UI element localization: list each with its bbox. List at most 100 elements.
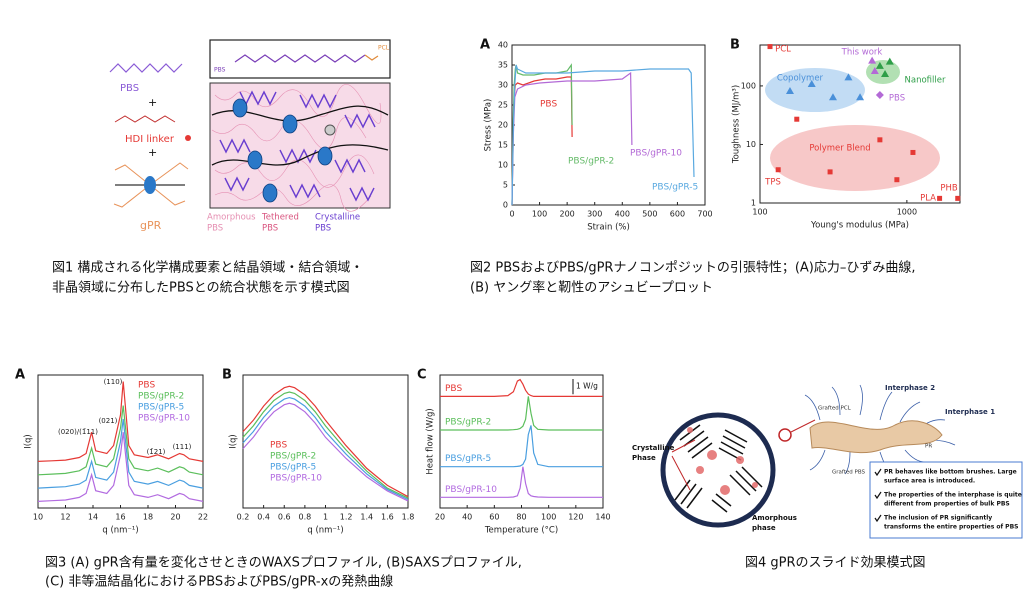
series-label: PBS/gPR-2 — [568, 157, 614, 167]
label: Amorphous — [207, 213, 256, 223]
x-tick-label: 18 — [143, 513, 153, 522]
series-label: PBS/gPR-10 — [445, 485, 497, 495]
hdi-chain — [114, 115, 176, 123]
label: surface area is introduced. — [884, 478, 975, 485]
pcl-end — [364, 54, 379, 61]
y-tick-label: 10 — [498, 161, 508, 170]
x-tick-label: 14 — [88, 513, 98, 522]
point — [875, 61, 884, 69]
chart: A 0 100 200 300 400 500 600 700 0 5 10 15 20 25 30 35 40 S… — [480, 38, 713, 233]
x-tick-label: 600 — [670, 210, 685, 219]
x-tick-label: 100 — [752, 208, 767, 217]
x-tick-label: 80 — [516, 513, 526, 522]
x-tick-label: 700 — [697, 210, 712, 219]
pointer — [671, 455, 691, 491]
check-icon — [874, 514, 882, 523]
monomer-chain — [234, 54, 366, 63]
caption: 図1 構成される化学構成要素と結晶領域・結合領域・ — [52, 260, 363, 276]
label: transforms the entire properties of PBS — [884, 524, 1018, 531]
x-tick-label: 1.2 — [340, 513, 353, 522]
label: The properties of the interphase is quit… — [884, 492, 1022, 499]
point — [856, 93, 865, 101]
peak-label: (020)/(1̄11) — [58, 428, 98, 436]
series-line — [37, 381, 204, 462]
label: PR — [925, 444, 932, 450]
x-tick-label: 0.4 — [257, 513, 270, 522]
y-tick-label: 40 — [498, 41, 508, 50]
point — [937, 195, 943, 201]
point — [785, 86, 794, 94]
label: PBS — [214, 67, 226, 74]
check-icon — [874, 491, 882, 500]
x-axis-label: q (nm⁻¹) — [307, 526, 343, 536]
label: The inclusion of PR significantly — [884, 515, 992, 522]
label: Phase — [632, 454, 656, 462]
x-axis-label: Strain (%) — [587, 223, 630, 233]
series-label: PBS — [138, 381, 155, 391]
x-tick-label: 1.6 — [381, 513, 394, 522]
series-label: Polymer Blend — [809, 144, 870, 154]
label: PR behaves like bottom brushes. Large — [884, 469, 1017, 476]
panel-label: C — [417, 368, 427, 383]
series-line — [242, 391, 409, 499]
hdi-dot — [185, 135, 191, 141]
x-tick-label: 1000 — [897, 208, 917, 217]
chart: B 100 1000 1 10 100 Young's modulus (MPa) Tough… — [730, 38, 961, 231]
point — [910, 149, 916, 155]
series-line — [242, 385, 409, 498]
series-label: PCL — [775, 45, 791, 55]
series-label: PBS — [445, 384, 462, 394]
x-tick-label: 1 — [323, 513, 328, 522]
x-tick-label: 22 — [198, 513, 208, 522]
caption: 図3 (A) gPR含有量を変化させときのWAXSプロファイル, (B)SAXS… — [45, 555, 522, 571]
label: Grafted PBS — [832, 470, 866, 476]
panel-label: A — [15, 368, 25, 383]
plot-frame — [759, 44, 961, 204]
x-tick-label: 0 — [509, 210, 514, 219]
point — [828, 93, 837, 101]
x-tick-label: 20 — [170, 513, 180, 522]
x-tick-label: 100 — [532, 210, 547, 219]
series-line — [511, 63, 573, 206]
peak-label: (1̄21) — [147, 448, 166, 456]
series-line — [511, 76, 573, 206]
x-tick-label: 300 — [587, 210, 602, 219]
series-label: PBS/gPR-10 — [138, 414, 190, 424]
x-axis-label: Young's modulus (MPa) — [810, 221, 909, 231]
series-label: PBS/gPR-5 — [270, 463, 316, 473]
panel-label: A — [480, 38, 490, 53]
label: PBS — [207, 224, 223, 234]
caption: 図2 PBSおよびPBS/gPRナノコンポジットの引張特性；(A)応力–ひずみ曲… — [470, 260, 916, 276]
series-line — [37, 405, 204, 476]
end-cap — [324, 124, 336, 136]
peak-label: (021) — [99, 417, 118, 425]
gpr-arms — [113, 162, 189, 208]
ring-units — [232, 98, 333, 203]
point — [807, 79, 816, 87]
point — [794, 116, 800, 122]
series-label: PHB — [940, 184, 958, 194]
panel-label: B — [222, 368, 232, 383]
series-label: PBS — [540, 100, 557, 110]
y-axis-label: Stress (MPa) — [484, 99, 494, 152]
caption: 図4 gPRのスライド効果模式図 — [745, 556, 926, 571]
x-tick-label: 120 — [568, 513, 583, 522]
x-tick-label: 60 — [489, 513, 499, 522]
series-line — [242, 396, 409, 501]
figure4-drawing — [660, 384, 1023, 539]
label: phase — [752, 524, 776, 532]
region — [765, 68, 865, 112]
point — [870, 66, 879, 74]
label: Interphase 1 — [945, 408, 995, 416]
y-tick-label: 1 — [751, 199, 756, 208]
point — [868, 56, 877, 64]
series-label: Copolymer — [777, 74, 824, 84]
x-tick-label: 100 — [541, 513, 556, 522]
x-tick-label: 20 — [435, 513, 445, 522]
x-tick-label: 0.8 — [299, 513, 312, 522]
x-tick-label: 1.8 — [402, 513, 415, 522]
x-tick-label: 200 — [560, 210, 575, 219]
series-label: TPS — [764, 178, 781, 188]
brush-chains — [804, 384, 956, 475]
label: Grafted PCL — [818, 406, 852, 412]
